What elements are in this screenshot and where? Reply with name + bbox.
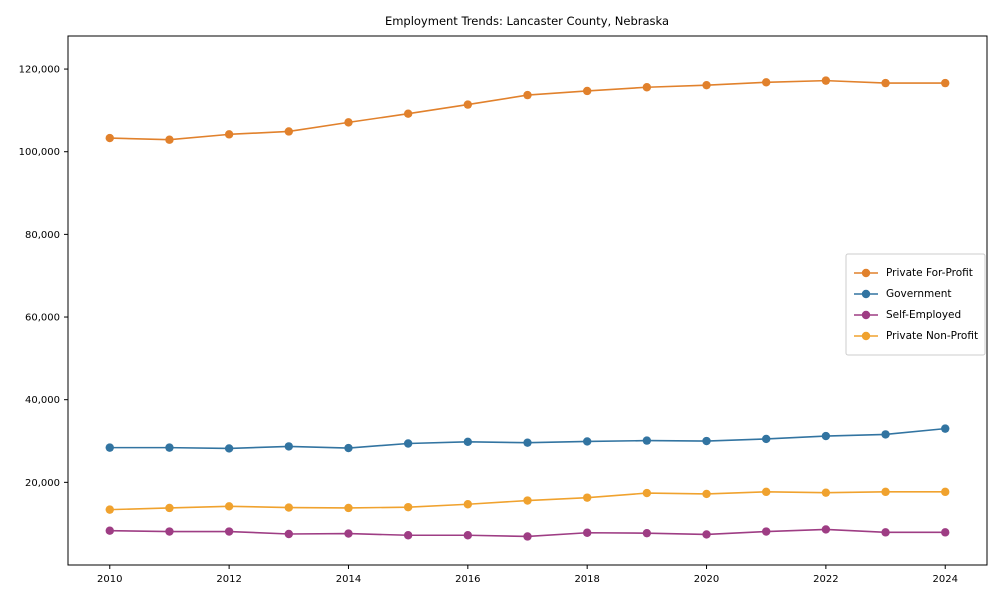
data-point[interactable] <box>582 528 592 537</box>
data-point[interactable] <box>523 496 532 505</box>
data-point[interactable] <box>523 438 532 447</box>
series-self-employed <box>105 525 950 541</box>
data-point[interactable] <box>165 135 174 144</box>
chart-title: Employment Trends: Lancaster County, Neb… <box>385 14 669 28</box>
data-point[interactable] <box>224 130 234 139</box>
data-point[interactable] <box>941 424 950 433</box>
legend-marker <box>861 268 871 278</box>
data-point[interactable] <box>165 443 174 452</box>
data-point[interactable] <box>105 133 114 143</box>
series-line <box>108 79 947 141</box>
data-point[interactable] <box>403 502 413 512</box>
y-tick-label: 60,000 <box>25 313 60 324</box>
series-private-for-profit <box>105 76 950 144</box>
legend-label[interactable]: Government <box>886 288 951 300</box>
x-axis-ticks: 2010 2012 2014 2016 2018 2020 2022 2024 <box>97 565 958 585</box>
data-point[interactable] <box>702 530 711 539</box>
legend-marker <box>861 289 871 299</box>
chart-legend: Private For-Profit Government Self-Employe… <box>845 253 986 356</box>
data-point[interactable] <box>821 525 831 534</box>
y-tick-label: 20,000 <box>25 478 60 489</box>
y-tick-label: 80,000 <box>25 230 60 241</box>
data-point[interactable] <box>941 78 950 88</box>
data-point[interactable] <box>821 431 831 441</box>
data-point[interactable] <box>642 83 652 92</box>
y-tick-label: 120,000 <box>19 65 60 76</box>
legend-background <box>845 253 986 356</box>
data-point[interactable] <box>881 528 890 537</box>
data-point[interactable] <box>403 531 413 540</box>
y-tick-label: 100,000 <box>19 147 60 158</box>
data-point[interactable] <box>941 487 950 497</box>
data-point[interactable] <box>881 430 890 439</box>
data-point[interactable] <box>463 437 473 447</box>
data-point[interactable] <box>165 503 174 513</box>
data-point[interactable] <box>224 502 234 511</box>
plot-area-border <box>67 35 988 566</box>
legend-label[interactable]: Self-Employed <box>886 309 961 321</box>
data-point[interactable] <box>284 503 293 512</box>
data-point[interactable] <box>881 487 890 497</box>
data-point[interactable] <box>403 109 413 118</box>
data-point[interactable] <box>105 526 114 535</box>
data-point[interactable] <box>284 442 293 451</box>
data-point[interactable] <box>582 86 592 96</box>
data-point[interactable] <box>821 76 831 85</box>
legend-label[interactable]: Private For-Profit <box>886 267 973 279</box>
data-point[interactable] <box>762 487 771 497</box>
data-point[interactable] <box>344 529 353 538</box>
data-point[interactable] <box>762 78 771 87</box>
data-point[interactable] <box>463 500 473 509</box>
data-point[interactable] <box>642 528 652 538</box>
data-point[interactable] <box>224 444 234 453</box>
data-point[interactable] <box>224 527 234 536</box>
x-tick-label: 2012 <box>216 574 241 585</box>
x-tick-label: 2020 <box>694 574 719 585</box>
data-point[interactable] <box>523 532 532 541</box>
x-tick-label: 2018 <box>574 574 599 585</box>
y-axis-ticks: 20,000 40,000 60,000 80,000 100,000 120,000 <box>19 65 68 489</box>
data-point[interactable] <box>105 443 114 452</box>
data-point[interactable] <box>881 78 890 88</box>
data-point[interactable] <box>284 127 293 136</box>
data-point[interactable] <box>941 528 950 537</box>
data-point[interactable] <box>523 90 532 100</box>
data-point[interactable] <box>702 80 711 90</box>
data-point[interactable] <box>463 100 473 109</box>
series-government <box>105 424 950 453</box>
data-point[interactable] <box>642 488 652 498</box>
x-tick-label: 2010 <box>97 574 122 585</box>
x-tick-label: 2022 <box>813 574 838 585</box>
legend-marker <box>861 310 871 320</box>
data-point[interactable] <box>821 488 831 497</box>
y-tick-label: 40,000 <box>25 395 60 406</box>
data-point[interactable] <box>344 118 353 127</box>
data-point[interactable] <box>463 531 473 540</box>
data-point[interactable] <box>344 503 353 513</box>
data-point[interactable] <box>762 434 771 444</box>
data-point[interactable] <box>284 529 293 539</box>
x-tick-label: 2024 <box>933 574 958 585</box>
data-point[interactable] <box>165 527 174 536</box>
data-point[interactable] <box>344 443 353 453</box>
data-point[interactable] <box>105 505 114 514</box>
data-point[interactable] <box>702 489 711 499</box>
x-tick-label: 2014 <box>336 574 361 585</box>
data-point[interactable] <box>762 527 771 536</box>
data-point[interactable] <box>642 436 652 445</box>
series-container <box>105 76 950 541</box>
legend-label[interactable]: Private Non-Profit <box>886 330 978 342</box>
series-private-non-profit <box>105 487 950 514</box>
data-point[interactable] <box>403 439 413 448</box>
data-point[interactable] <box>582 437 592 446</box>
legend-marker <box>861 331 871 341</box>
x-tick-label: 2016 <box>455 574 480 585</box>
data-point[interactable] <box>702 436 711 446</box>
data-point[interactable] <box>582 493 592 502</box>
